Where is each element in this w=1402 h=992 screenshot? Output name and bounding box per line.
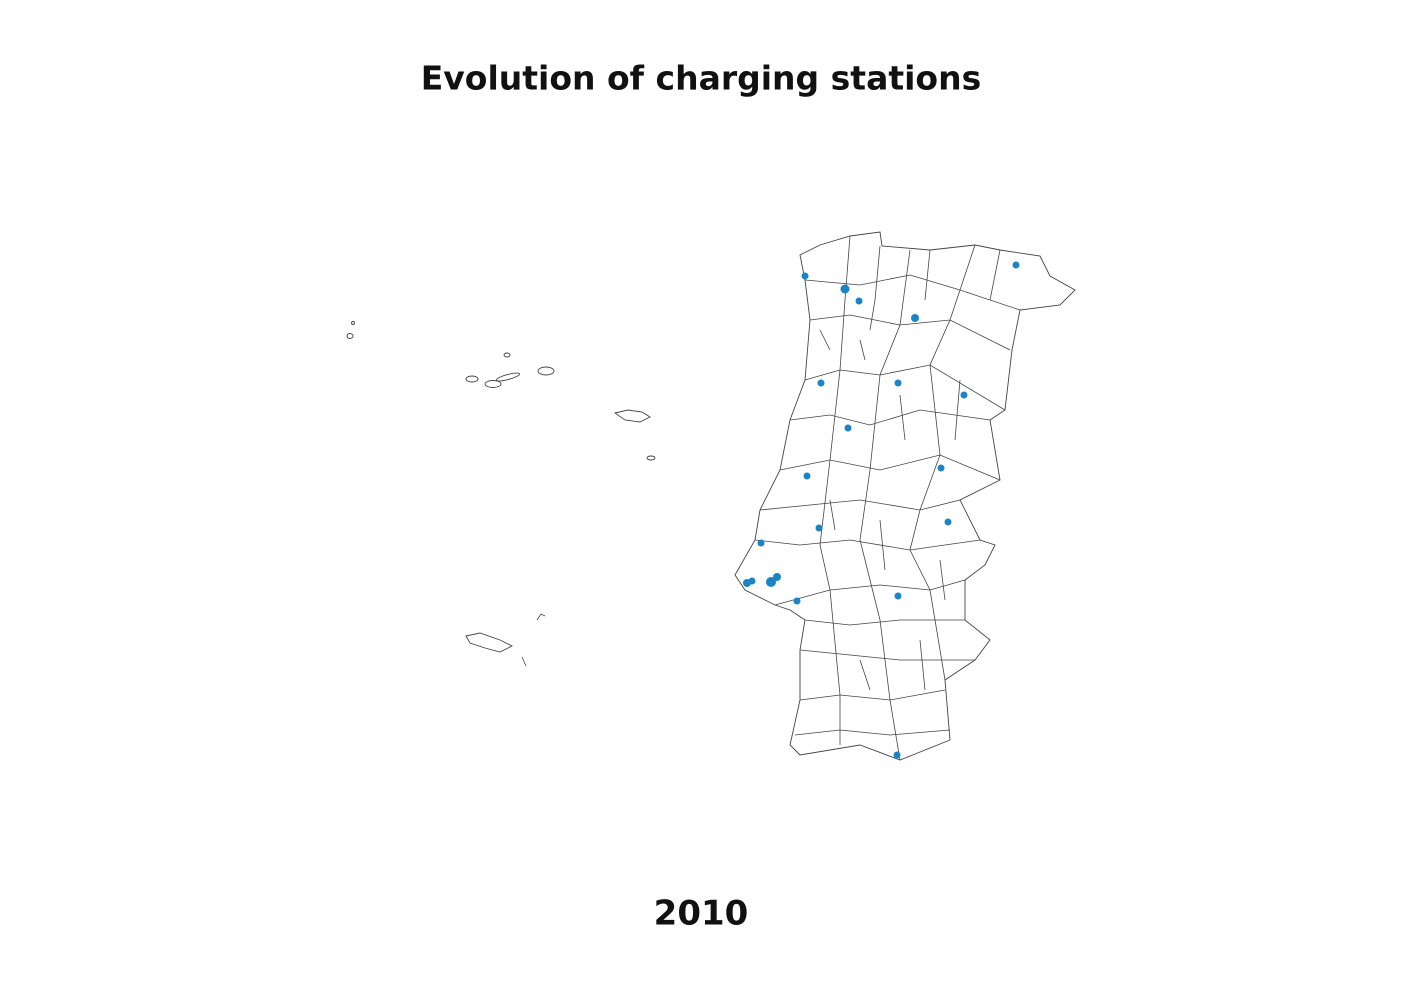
station: [773, 573, 781, 581]
station: [894, 592, 902, 600]
island: [465, 375, 479, 383]
station: [944, 518, 952, 526]
azores: [346, 321, 656, 461]
mainland: [734, 231, 1076, 761]
island: [521, 613, 546, 667]
island: [495, 372, 521, 382]
station: [815, 524, 823, 532]
station: [893, 751, 901, 759]
station: [960, 391, 968, 399]
station: [894, 379, 902, 387]
district-borders: [754, 235, 1021, 761]
island: [346, 333, 354, 339]
stations: [743, 261, 1020, 759]
station: [801, 272, 809, 280]
station: [1012, 261, 1020, 269]
island: [613, 409, 651, 423]
island: [465, 632, 514, 653]
station: [803, 472, 811, 480]
station: [766, 577, 776, 587]
madeira: [465, 613, 546, 667]
station: [757, 539, 765, 547]
island: [484, 380, 502, 388]
mainland-outline: [734, 231, 1076, 761]
island: [537, 366, 555, 376]
island: [646, 455, 656, 461]
island: [503, 352, 511, 358]
year-label: 2010: [654, 894, 749, 934]
station: [793, 597, 801, 605]
island: [351, 321, 355, 325]
station: [911, 314, 919, 322]
station: [817, 379, 825, 387]
station: [937, 464, 945, 472]
station: [844, 424, 852, 432]
map-title: Evolution of charging stations: [421, 59, 982, 98]
station: [855, 297, 863, 305]
station: [840, 284, 850, 294]
station: [748, 577, 756, 585]
